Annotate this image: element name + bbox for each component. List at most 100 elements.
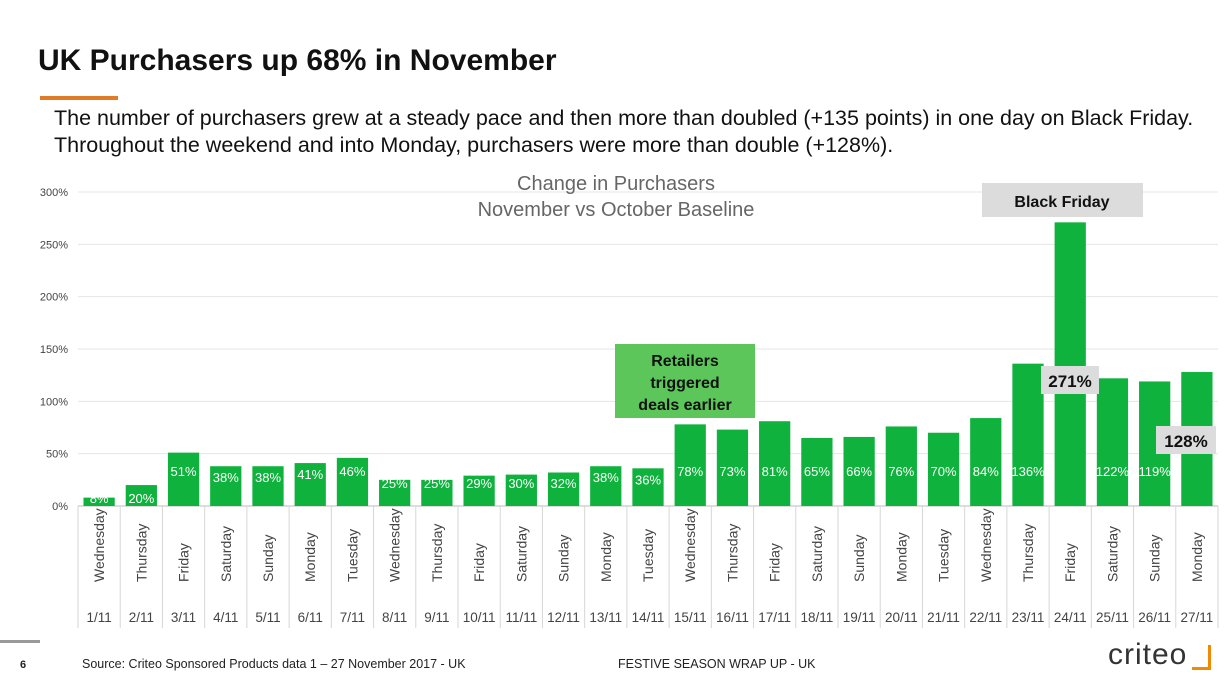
x-tick-day: Saturday [809, 526, 825, 582]
retailers-callout-text: deals earlier [638, 397, 731, 414]
bar [716, 429, 749, 506]
purchasers-bar-chart: 0% 50% 100% 150% 200% 250% 300% 8% 20% 51% 38% 38%… [40, 173, 1219, 628]
black-friday-callout-text: Black Friday [1014, 194, 1109, 211]
x-tick-day: Friday [471, 543, 487, 582]
x-tick-date: 1/11 [86, 610, 111, 625]
bar [125, 485, 157, 506]
logo-corner-mark [1192, 645, 1211, 670]
x-tick-day: Thursday [429, 524, 445, 582]
x-tick-date: 21/11 [927, 610, 960, 625]
slide-subtitle: The number of purchasers grew at a stead… [54, 106, 1194, 157]
data-label: 38% [593, 470, 619, 485]
x-tick-day: Sunday [260, 535, 276, 582]
x-tick-day: Friday [1062, 543, 1078, 582]
retailers-callout-text: Retailers [651, 353, 719, 370]
data-label: 32% [551, 476, 577, 491]
x-tick-day: Wednesday [682, 508, 698, 582]
data-label: 41% [297, 467, 323, 482]
bar [1012, 363, 1044, 506]
x-tick-date: 26/11 [1138, 610, 1171, 625]
y-tick-label: 0% [52, 501, 68, 513]
bar [210, 466, 242, 506]
y-tick-label: 150% [40, 344, 68, 356]
x-tick-day: Sunday [556, 535, 572, 582]
chart-title: Change in Purchasers [517, 173, 715, 195]
data-label: 78% [677, 464, 703, 479]
x-tick-date: 19/11 [843, 610, 876, 625]
data-label: 66% [846, 464, 872, 479]
data-label: 36% [635, 472, 661, 487]
x-tick-day: Friday [176, 543, 192, 582]
x-tick-date: 7/11 [340, 610, 365, 625]
y-tick-label: 250% [40, 239, 68, 251]
bar [590, 466, 622, 506]
x-tick-date: 16/11 [716, 610, 749, 625]
x-tick-day: Thursday [133, 524, 149, 582]
bar [885, 426, 917, 506]
x-tick-date: 27/11 [1180, 610, 1213, 625]
y-tick-label: 200% [40, 292, 68, 304]
x-tick-day: Wednesday [91, 508, 107, 582]
data-label: 25% [424, 476, 450, 491]
x-tick-day: Saturday [218, 526, 234, 582]
y-tick-label: 300% [40, 187, 68, 199]
x-tick-date: 18/11 [800, 610, 833, 625]
bar [759, 421, 791, 506]
x-tick-day: Tuesday [640, 529, 656, 582]
chart-callouts: Retailers triggered deals earlier Black Fri… [615, 183, 1216, 454]
x-tick-day: Wednesday [978, 508, 994, 582]
x-tick-day: Saturday [513, 526, 529, 582]
y-tick-label: 100% [40, 396, 68, 408]
peak-label-text: 271% [1048, 372, 1091, 391]
slide-title: UK Purchasers up 68% in November [38, 44, 557, 77]
data-label: 51% [171, 464, 197, 479]
x-tick-date: 17/11 [758, 610, 791, 625]
x-tick-day: Friday [767, 543, 783, 582]
bar [421, 479, 453, 506]
data-label: 20% [128, 491, 154, 506]
bar [927, 432, 960, 506]
x-tick-day: Tuesday [936, 529, 952, 582]
page-number: 6 [20, 659, 27, 671]
data-label: 38% [255, 470, 281, 485]
data-label: 84% [973, 464, 999, 479]
data-label: 122% [1096, 464, 1130, 479]
x-tick-date: 12/11 [547, 610, 580, 625]
data-label: 8% [90, 491, 109, 506]
bar [379, 479, 411, 506]
footer-rule [0, 640, 40, 643]
x-tick-day: Sunday [851, 535, 867, 582]
data-label: 29% [466, 476, 492, 491]
x-tick-date: 20/11 [885, 610, 918, 625]
x-tick-date: 3/11 [171, 610, 196, 625]
bar [83, 497, 115, 506]
x-tick-date: 13/11 [589, 610, 622, 625]
x-tick-date: 22/11 [969, 610, 1002, 625]
x-tick-day: Sunday [1147, 535, 1163, 582]
bar [801, 437, 833, 506]
bar [1054, 222, 1086, 506]
bar [1096, 378, 1129, 506]
chart-subtitle: November vs October Baseline [478, 199, 755, 221]
x-tick-day: Thursday [724, 524, 740, 582]
data-label: 119% [1139, 464, 1172, 479]
bar [970, 418, 1002, 506]
x-tick-date: 10/11 [463, 610, 496, 625]
monday-label-box [1156, 426, 1216, 454]
bar [252, 466, 284, 506]
criteo-logo: criteo [1108, 638, 1188, 671]
x-tick-date: 9/11 [424, 610, 449, 625]
x-tick-date: 2/11 [129, 610, 154, 625]
y-axis: 0% 50% 100% 150% 200% 250% 300% [40, 187, 68, 513]
footer-label: FESTIVE SEASON WRAP UP - UK [618, 657, 816, 671]
x-tick-date: 11/11 [505, 610, 537, 625]
bar [674, 424, 706, 506]
x-tick-date: 25/11 [1096, 610, 1129, 625]
x-tick-date: 5/11 [255, 610, 280, 625]
data-label: 136% [1011, 464, 1045, 479]
x-tick-date: 24/11 [1054, 610, 1087, 625]
title-underline [40, 96, 118, 100]
x-tick-date: 4/11 [213, 610, 238, 625]
bar [547, 472, 580, 506]
data-label: 81% [762, 464, 788, 479]
